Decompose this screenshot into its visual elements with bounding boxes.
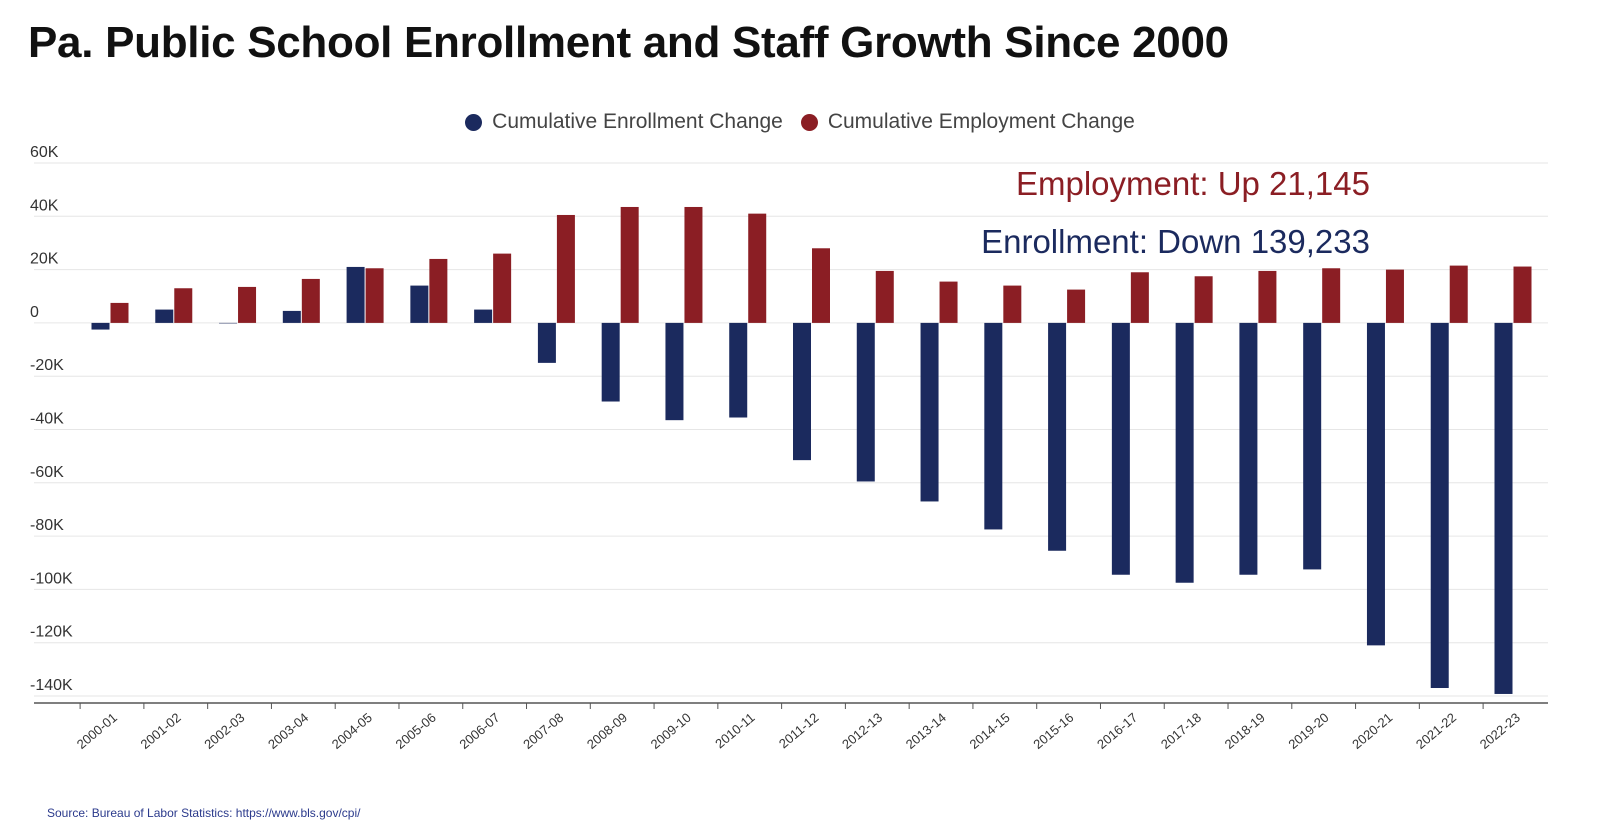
x-tick-label-2011-12: 2011-12: [776, 710, 821, 752]
legend-item-enrollment: Cumulative Enrollment Change: [465, 110, 783, 134]
enrollment-bar-2012-13: [856, 322, 875, 482]
x-tick-label-2007-08: 2007-08: [520, 710, 566, 752]
employment-bar-2020-21: [1385, 269, 1404, 323]
x-tick-label-2016-17: 2016-17: [1094, 710, 1140, 752]
enrollment-bar-2007-08: [537, 322, 556, 363]
legend-swatch-enrollment: [465, 113, 483, 131]
x-tick-label-2005-06: 2005-06: [393, 710, 439, 752]
enrollment-bar-2013-14: [920, 322, 939, 502]
enrollment-bar-2008-09: [601, 322, 620, 402]
x-tick-label-2019-20: 2019-20: [1285, 710, 1331, 752]
employment-bar-2022-23: [1513, 266, 1532, 323]
legend: Cumulative Enrollment Change Cumulative …: [0, 110, 1600, 134]
enrollment-bar-2015-16: [1048, 322, 1067, 551]
employment-bar-2011-12: [812, 248, 830, 323]
enrollment-bar-2002-03: [219, 322, 238, 324]
legend-swatch-employment: [800, 113, 818, 131]
y-tick-label: -40K: [30, 411, 64, 428]
x-tick-label-2022-23: 2022-23: [1477, 710, 1523, 752]
enrollment-bar-2006-07: [474, 309, 493, 323]
x-tick-label-2009-10: 2009-10: [648, 710, 694, 752]
enrollment-bar-2022-23: [1494, 322, 1513, 694]
enrollment-bar-2003-04: [282, 310, 301, 323]
employment-bar-2002-03: [238, 286, 257, 323]
x-tick-label-2015-16: 2015-16: [1030, 710, 1076, 752]
enrollment-bar-2000-01: [91, 322, 110, 330]
enrollment-bar-2009-10: [665, 322, 684, 421]
legend-label-enrollment: Cumulative Enrollment Change: [492, 110, 783, 133]
employment-bar-2003-04: [301, 278, 320, 323]
enrollment-callout: Enrollment: Down 139,233: [971, 223, 1380, 261]
enrollment-bar-2011-12: [793, 322, 811, 461]
enrollment-bar-2001-02: [155, 309, 174, 323]
employment-bar-2021-22: [1449, 265, 1468, 323]
employment-bar-2019-20: [1322, 268, 1341, 323]
employment-bar-2018-19: [1258, 270, 1277, 323]
x-tick-label-2000-01: 2000-01: [74, 710, 120, 752]
x-tick-label-2006-07: 2006-07: [456, 710, 502, 752]
employment-bar-2007-08: [556, 214, 575, 323]
chart-title: Pa. Public School Enrollment and Staff G…: [28, 18, 1229, 67]
y-tick-label: 40K: [30, 197, 59, 214]
employment-bar-2010-11: [748, 213, 767, 323]
enrollment-bar-2018-19: [1239, 322, 1258, 575]
employment-bar-2004-05: [365, 268, 384, 323]
x-tick-label-2018-19: 2018-19: [1222, 710, 1268, 752]
legend-item-employment: Cumulative Employment Change: [800, 110, 1135, 134]
enrollment-bar-2014-15: [984, 322, 1003, 530]
enrollment-bar-2005-06: [410, 285, 429, 323]
employment-bar-2005-06: [429, 258, 448, 323]
employment-bar-2008-09: [620, 206, 639, 323]
employment-bar-2017-18: [1194, 276, 1213, 323]
employment-bar-2015-16: [1067, 289, 1086, 323]
x-tick-label-2020-21: 2020-21: [1349, 710, 1395, 752]
y-tick-label: -20K: [30, 357, 64, 374]
employment-bar-2014-15: [1003, 285, 1022, 323]
y-tick-label: -60K: [30, 464, 64, 481]
enrollment-bar-2016-17: [1111, 322, 1130, 575]
enrollment-bar-2021-22: [1430, 322, 1449, 689]
x-tick-label-2008-09: 2008-09: [584, 710, 630, 752]
y-tick-label: 0: [30, 304, 39, 321]
y-tick-label: -100K: [30, 570, 73, 587]
employment-bar-2006-07: [493, 253, 512, 323]
employment-bar-2013-14: [939, 281, 958, 323]
source-note: Source: Bureau of Labor Statistics: http…: [47, 806, 361, 820]
enrollment-bar-2010-11: [729, 322, 748, 418]
x-tick-label-2014-15: 2014-15: [967, 710, 1013, 752]
x-tick-label-2004-05: 2004-05: [329, 710, 375, 752]
x-tick-label-2021-22: 2021-22: [1413, 710, 1459, 752]
employment-bar-2012-13: [875, 270, 894, 323]
employment-bar-2000-01: [110, 302, 129, 323]
x-tick-label-2003-04: 2003-04: [265, 710, 311, 752]
x-tick-label-2013-14: 2013-14: [903, 710, 949, 752]
employment-bar-2001-02: [174, 288, 193, 323]
enrollment-bar-2019-20: [1303, 322, 1322, 570]
x-tick-label-2002-03: 2002-03: [201, 710, 247, 752]
y-tick-label: -80K: [30, 517, 64, 534]
employment-bar-2016-17: [1130, 272, 1149, 323]
y-tick-label: -140K: [30, 677, 73, 694]
x-tick-label-2010-11: 2010-11: [712, 710, 757, 752]
x-tick-label-2017-18: 2017-18: [1158, 710, 1204, 752]
x-tick-label-2001-02: 2001-02: [138, 710, 184, 752]
legend-label-employment: Cumulative Employment Change: [827, 110, 1135, 133]
enrollment-bar-2017-18: [1175, 322, 1194, 583]
employment-callout: Employment: Up 21,145: [1005, 165, 1380, 203]
x-tick-label-2012-13: 2012-13: [839, 710, 885, 752]
enrollment-bar-2004-05: [346, 266, 365, 323]
y-tick-label: 20K: [30, 251, 59, 268]
y-tick-label: 60K: [30, 144, 59, 161]
employment-bar-2009-10: [684, 206, 703, 323]
enrollment-bar-2020-21: [1366, 322, 1385, 646]
y-tick-label: -120K: [30, 624, 73, 641]
